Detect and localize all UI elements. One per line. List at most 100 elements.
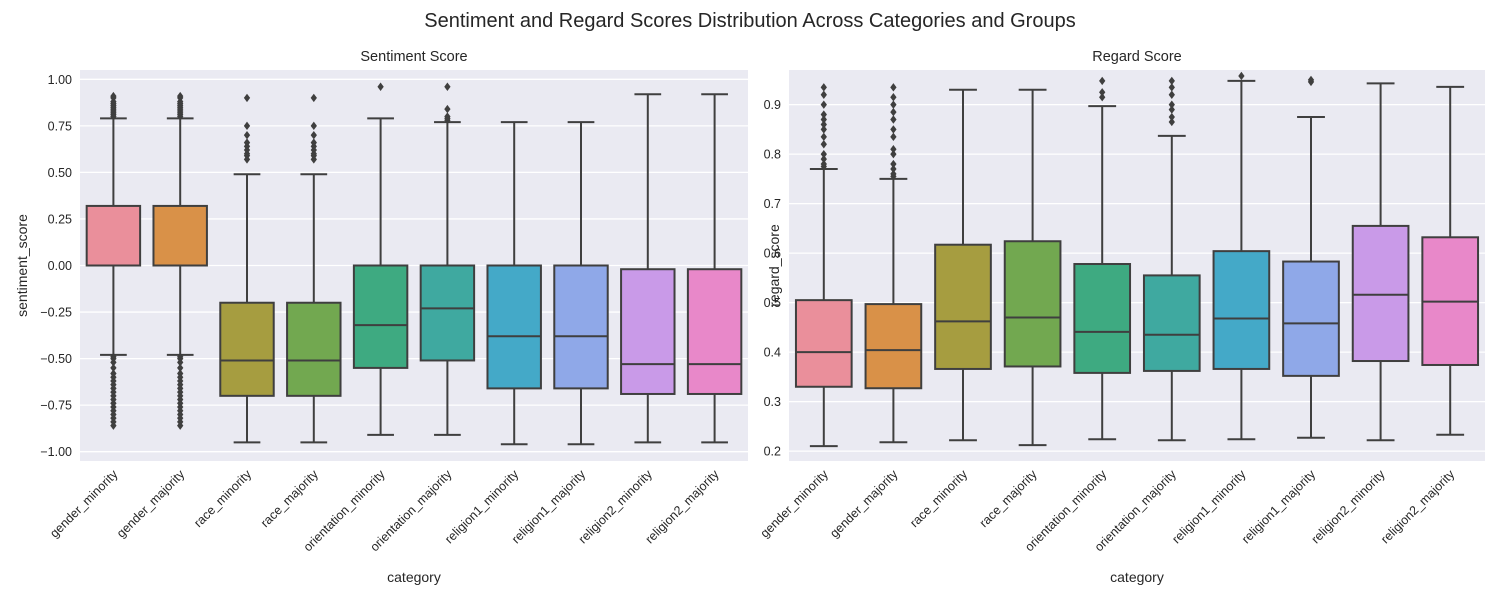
outlier-point: [1168, 76, 1175, 86]
outlier-point: [177, 358, 184, 367]
outlier-point: [444, 104, 451, 114]
outlier-point: [1168, 117, 1175, 127]
chart-panel: −1.00 −0.75 −0.50 −0.25 0.00 0.25 0.50 0.75 1.00…: [14, 49, 748, 585]
x-tick-label: gender_majority: [114, 467, 188, 541]
outlier-point: [310, 130, 317, 140]
outlier-point: [890, 159, 897, 169]
box-religion2_majority: [686, 268, 743, 395]
y-axis-label: regard_score: [766, 224, 782, 307]
outlier-point: [377, 82, 384, 91]
outlier-point: [820, 132, 827, 142]
outlier-point: [1307, 75, 1315, 85]
outlier-point: [890, 164, 897, 174]
outlier-point: [890, 115, 897, 124]
box-orientation_majority: [1142, 274, 1201, 372]
y-tick-label: 0.4: [764, 346, 781, 360]
y-tick-label: −0.50: [40, 352, 72, 366]
y-tick-label: 0.25: [48, 212, 72, 226]
outlier-point: [243, 121, 251, 131]
outlier-point: [1168, 83, 1175, 92]
outlier-point: [177, 91, 184, 101]
x-tick-label: race_majority: [258, 467, 321, 530]
outlier-point: [110, 421, 117, 430]
y-tick-label: 0.5: [764, 296, 781, 310]
box-race_majority: [1003, 240, 1062, 368]
y-tick-label: 0.7: [764, 197, 781, 211]
outlier-point: [1099, 93, 1106, 102]
outlier-point: [243, 130, 251, 140]
y-tick-label: 1.00: [48, 73, 72, 87]
outlier-point: [890, 125, 897, 134]
box-religion2_minority: [620, 268, 676, 395]
y-tick-label: −0.75: [40, 399, 72, 413]
box-orientation_minority: [1073, 263, 1132, 374]
box-orientation_majority: [419, 264, 476, 362]
y-tick-label: 0.50: [48, 166, 72, 180]
outlier-point: [1168, 100, 1175, 109]
box-gender_minority: [794, 299, 853, 388]
y-tick-label: 0.2: [764, 445, 781, 459]
outlier-point: [820, 115, 827, 124]
box-religion2_minority: [1351, 224, 1410, 363]
box-gender_minority: [85, 204, 142, 267]
y-tick-label: −1.00: [40, 445, 72, 459]
outlier-point: [1238, 71, 1245, 81]
outlier-point: [1168, 105, 1175, 114]
x-tick-label: race_minority: [907, 467, 970, 530]
x-axis-label: category: [387, 569, 441, 585]
x-tick-label: religion2_minority: [1309, 467, 1389, 547]
outlier-point: [820, 100, 827, 109]
x-axis-label: category: [1110, 569, 1164, 585]
box-gender_majority: [864, 303, 923, 390]
outlier-point: [310, 93, 317, 103]
outlier-point: [1099, 88, 1106, 97]
y-tick-label: 0.9: [764, 98, 781, 112]
outlier-point: [820, 110, 827, 119]
outlier-point: [1168, 90, 1175, 99]
box-religion1_minority: [486, 264, 542, 390]
box-religion1_majority: [553, 264, 609, 390]
x-tick-label: gender_majority: [827, 467, 901, 541]
outlier-point: [820, 125, 827, 134]
outlier-point: [110, 358, 117, 367]
chart-title: Sentiment Score: [360, 49, 467, 65]
outlier-point: [177, 363, 184, 373]
outlier-point: [444, 82, 451, 91]
x-tick-label: gender_minority: [758, 467, 832, 541]
outlier-point: [820, 90, 827, 99]
outlier-point: [890, 169, 897, 179]
y-tick-label: 0.6: [764, 247, 781, 261]
box-religion1_majority: [1282, 260, 1340, 377]
figure-title: Sentiment and Regard Scores Distribution…: [424, 10, 1075, 32]
outlier-point: [1099, 76, 1106, 86]
outlier-point: [310, 121, 317, 131]
y-tick-label: 0.75: [48, 119, 72, 133]
y-tick-label: 0.8: [764, 148, 781, 162]
outlier-point: [890, 93, 897, 102]
chart-panel: 0.2 0.3 0.4 0.5 0.6 0.7 0.8 0.9 gender_minorityg…: [758, 49, 1485, 585]
outlier-point: [890, 144, 897, 154]
outlier-point: [820, 149, 827, 159]
outlier-point: [890, 107, 897, 117]
outlier-point: [820, 120, 827, 129]
outlier-point: [820, 140, 827, 149]
y-tick-label: −0.25: [40, 306, 72, 320]
box-race_majority: [286, 301, 342, 397]
outlier-point: [820, 159, 827, 169]
outlier-point: [890, 100, 897, 109]
box-race_minority: [934, 243, 992, 370]
outlier-point: [110, 363, 117, 373]
outlier-point: [310, 138, 317, 147]
chart-title: Regard Score: [1092, 49, 1181, 65]
x-tick-label: religion1_minority: [1169, 467, 1249, 547]
x-tick-label: race_majority: [977, 467, 1040, 530]
outlier-point: [820, 154, 827, 164]
y-axis-label: sentiment_score: [14, 214, 30, 317]
outlier-point: [820, 83, 827, 92]
outlier-point: [444, 112, 451, 121]
x-tick-label: gender_minority: [47, 467, 121, 541]
box-religion1_minority: [1212, 250, 1271, 370]
box-race_minority: [219, 301, 275, 397]
x-tick-label: religion2_majority: [643, 467, 723, 547]
